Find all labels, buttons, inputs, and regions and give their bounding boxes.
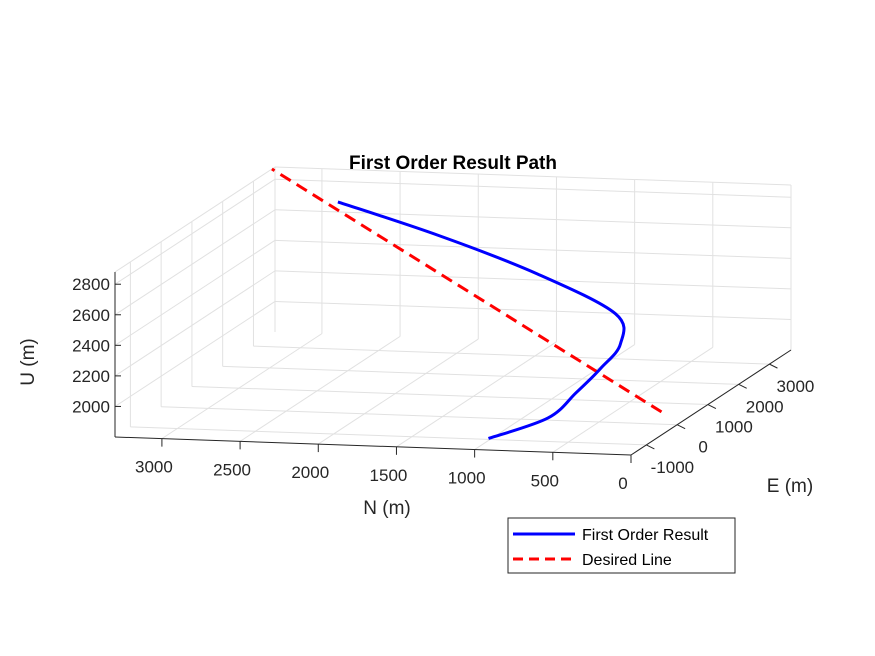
e-tick-mark [676,424,686,430]
chart-title: First Order Result Path [349,153,557,174]
grid-line-u [274,209,792,229]
grid-line-e [191,386,708,406]
e-tick-label: 2000 [746,397,784,416]
n-tick-label: 2500 [213,460,251,479]
u-tick-label: 2200 [72,367,110,386]
n-tick-label: 500 [531,471,559,490]
n-axis-label: N (m) [363,498,410,519]
n-tick-label: 3000 [135,458,173,477]
e-tick-mark [738,383,747,389]
u-tick-label: 2800 [72,275,110,294]
grid-line-n [317,338,479,445]
n-tick-label: 1500 [370,466,408,485]
grid-line-e [161,406,678,426]
grid-line-u [274,270,792,290]
grid-line-n [161,333,323,440]
e-axis-label: E (m) [767,476,813,497]
grid-edge [274,166,792,186]
e-tick-label: 0 [698,438,707,457]
grid-line-e [130,426,647,446]
grid-line-e [253,345,770,365]
grid-line-n [239,335,401,442]
grid-line-u [114,239,276,346]
series-line-first-order-result [337,200,626,440]
axes-box [114,272,792,463]
grid-line-u [114,178,276,285]
grid-line-n [552,346,714,453]
grid-line-u [114,301,276,407]
e-tick-mark [769,363,778,369]
n-tick-label: 1000 [448,469,486,488]
u-tick-label: 2400 [72,336,110,355]
series-lines [271,167,663,440]
grid-line-u [114,209,276,316]
grid-line-u [114,270,276,377]
grid-lines [114,166,792,456]
n-axis-line [114,436,632,456]
u-tick-label: 2600 [72,306,110,325]
e-tick-mark [646,444,655,450]
grid-line-n [396,341,557,448]
n-tick-label: 2000 [291,463,329,482]
legend: First Order Result Desired Line [507,517,736,574]
u-axis-label: U (m) [18,338,39,385]
e-tick-mark [707,404,717,409]
grid-line-u [274,300,792,320]
u-tick-label: 2000 [72,397,110,416]
tick-labels: 3000 2500 2000 1500 1000 500 0-100001000200030… [72,275,814,493]
e-tick-label: -1000 [651,458,694,477]
e-tick-label: 1000 [715,418,753,437]
legend-label-first-order: First Order Result [582,527,709,544]
grid-line-u [274,178,792,198]
grid-line-e [222,365,739,385]
n-tick-label: 0 [618,474,627,493]
e-tick-label: 3000 [777,377,815,396]
legend-box [507,517,736,574]
legend-label-desired-line: Desired Line [582,552,672,569]
grid-line-u [274,239,792,259]
grid-edge [114,166,276,273]
series-line-desired-line [271,167,663,414]
e-axis-line [630,349,792,456]
